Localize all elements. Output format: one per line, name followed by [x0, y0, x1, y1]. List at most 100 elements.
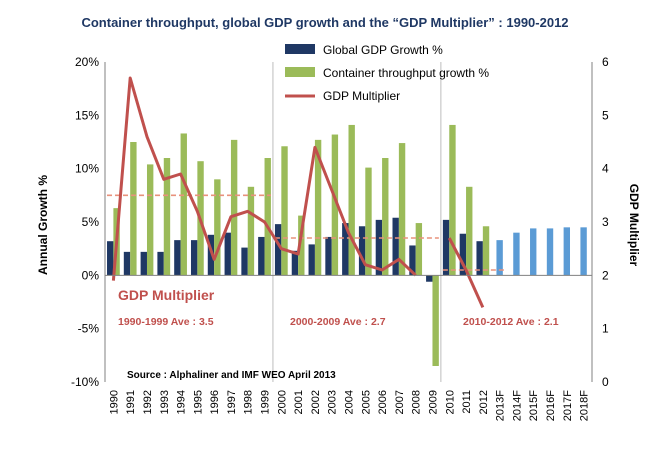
- y-tick-label: -5%: [78, 322, 100, 336]
- x-tick-label: 1990: [108, 390, 120, 414]
- legend-label-gdp: Global GDP Growth %: [323, 43, 443, 57]
- axes-layer: 20% 15% 10% 5% 0% -5% -10% 6 5 4 3 2 1 0 1990 1991 1992 1…: [71, 55, 609, 421]
- y-tick-label: 15%: [75, 108, 99, 122]
- x-tick-label: 2000: [276, 390, 288, 414]
- bar-gdp-2004: [342, 223, 349, 276]
- bar-gdp-2005: [358, 226, 366, 276]
- multiplier-line-segment-1: [447, 237, 485, 308]
- bar-gdp-2001: [291, 250, 299, 276]
- bar-gdp-1995: [190, 240, 198, 276]
- bar-gdp-2009: [426, 275, 433, 282]
- x-tick-label: 2018F: [579, 390, 591, 421]
- legend-swatch-gdp: [285, 44, 315, 54]
- y2-tick-label: 4: [602, 162, 609, 176]
- y2-tick-label: 6: [602, 55, 609, 69]
- bar-container-2008: [415, 223, 423, 276]
- x-tick-label: 2008: [411, 390, 423, 414]
- bar-gdp-2010: [442, 219, 450, 276]
- bar-gdp-2016F: [546, 228, 554, 276]
- x-tick-label: 2002: [310, 390, 322, 414]
- lines-layer: [107, 76, 507, 308]
- bar-container-1994: [180, 133, 187, 276]
- x-tick-label: 2005: [360, 390, 372, 414]
- x-tick-label: 2003: [327, 390, 339, 414]
- bar-container-2011: [466, 186, 473, 276]
- bar-gdp-2003: [325, 236, 332, 276]
- bar-gdp-2007: [392, 217, 399, 276]
- avg-label-2000s: 2000-2009 Ave : 2.7: [290, 316, 386, 328]
- x-tick-label: 2013F: [495, 390, 507, 421]
- bar-gdp-2008: [409, 245, 416, 276]
- x-tick-label: 2012: [478, 390, 490, 414]
- x-tick-label: 1993: [159, 390, 171, 414]
- y-tick-label: 5%: [82, 215, 100, 229]
- y2-tick-label: 5: [602, 108, 609, 122]
- y-tick-label: -10%: [71, 375, 99, 389]
- y-tick-label: 0%: [82, 268, 100, 282]
- x-tick-label: 1994: [176, 390, 188, 414]
- bar-gdp-2015F: [530, 228, 537, 276]
- x-tick-label: 2004: [344, 390, 356, 414]
- x-tick-label: 2014F: [511, 390, 523, 421]
- x-tick-label: 2007: [394, 390, 406, 414]
- bar-gdp-1990: [107, 241, 114, 276]
- bar-gdp-2002: [308, 244, 315, 276]
- bar-container-1992: [146, 164, 154, 276]
- x-tick-label: 1995: [192, 390, 204, 414]
- bar-container-2003: [331, 134, 339, 276]
- x-tick-label: 2016F: [545, 390, 557, 421]
- bar-container-1996: [214, 179, 221, 276]
- x-tick-label: 2017F: [562, 390, 574, 421]
- bar-container-2000: [281, 146, 288, 276]
- bar-gdp-2013F: [496, 240, 503, 276]
- y-tick-label: 20%: [75, 55, 99, 69]
- bar-container-1993: [163, 158, 171, 276]
- x-tick-label: 1991: [125, 390, 137, 414]
- y2-tick-label: 0: [602, 375, 609, 389]
- x-tick-label: 2011: [461, 390, 473, 414]
- bar-container-2004: [348, 124, 355, 276]
- x-tick-label: 1997: [226, 390, 238, 414]
- bar-container-2009: [432, 275, 439, 366]
- multiplier-annotation: GDP Multiplier: [118, 287, 215, 303]
- x-tick-label: 2010: [444, 390, 456, 414]
- source-note: Source : Alphaliner and IMF WEO April 20…: [127, 370, 336, 381]
- x-tick-label: 1999: [260, 390, 272, 414]
- bar-gdp-2000: [274, 224, 282, 276]
- bar-container-1991: [130, 142, 137, 276]
- bar-container-2007: [398, 143, 406, 276]
- bar-gdp-1996: [207, 234, 215, 276]
- x-tick-label: 2015F: [528, 390, 540, 421]
- avg-label-2010s: 2010-2012 Ave : 2.1: [463, 316, 559, 328]
- chart-title: Container throughput, global GDP growth …: [81, 15, 568, 30]
- bar-gdp-2006: [375, 219, 383, 276]
- multiplier-line-segment-0: [111, 76, 417, 281]
- bar-container-2005: [365, 167, 372, 276]
- y2-axis-label: GDP Multiplier: [627, 184, 641, 267]
- bar-gdp-1997: [224, 232, 231, 276]
- x-tick-label: 1996: [209, 390, 221, 414]
- bar-container-1998: [247, 186, 255, 276]
- bars-layer: [107, 62, 587, 382]
- y2-tick-label: 2: [602, 268, 609, 282]
- y2-tick-label: 3: [602, 215, 609, 229]
- bar-container-2012: [482, 226, 490, 276]
- x-tick-label: 2001: [293, 390, 305, 414]
- bar-gdp-1991: [123, 251, 131, 276]
- x-tick-label: 2006: [377, 390, 389, 414]
- bar-gdp-2018F: [580, 227, 587, 276]
- y2-tick-label: 1: [602, 322, 609, 336]
- legend-label-multiplier: GDP Multiplier: [323, 89, 400, 103]
- bar-container-2006: [382, 158, 389, 276]
- bar-gdp-2012: [476, 241, 483, 276]
- legend: Global GDP Growth % Container throughput…: [285, 43, 489, 103]
- legend-swatch-container: [285, 67, 315, 77]
- legend-label-container: Container throughput growth %: [323, 66, 489, 80]
- bar-gdp-2011: [459, 233, 467, 276]
- x-tick-label: 1998: [243, 390, 255, 414]
- bar-gdp-1992: [140, 251, 147, 276]
- bar-container-1999: [264, 158, 271, 276]
- bar-gdp-2017F: [563, 227, 571, 276]
- bar-gdp-1999: [258, 236, 265, 276]
